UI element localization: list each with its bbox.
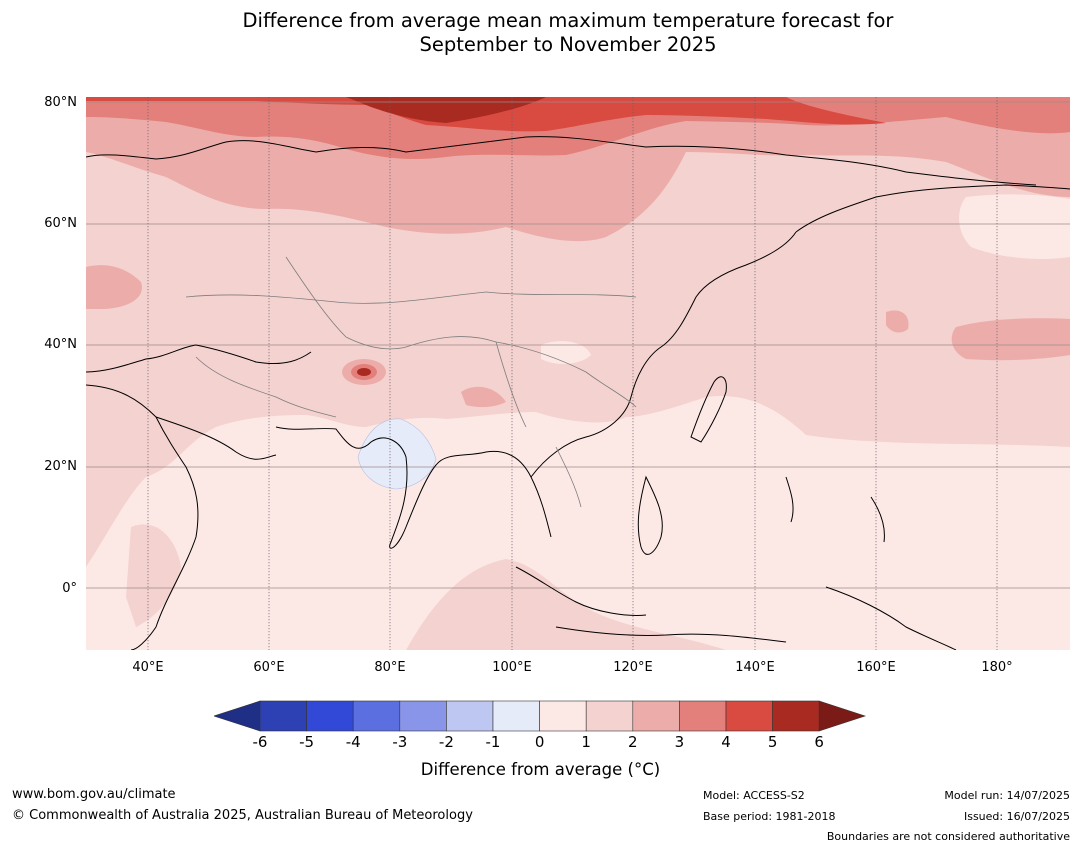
lon-label-60e: 60°E	[253, 660, 285, 675]
lon-label-180: 180°	[981, 660, 1013, 675]
legend-tick-label: -5	[299, 733, 315, 751]
anomaly-fill-neg-india	[357, 418, 437, 490]
forecast-map	[86, 97, 1070, 650]
colorbar-segment	[492, 700, 540, 732]
title-line-2: September to November 2025	[419, 33, 717, 56]
colorbar-segment	[772, 700, 820, 732]
title-line-1: Difference from average mean maximum tem…	[242, 9, 894, 32]
legend-tick-label: -4	[345, 733, 361, 751]
lat-label-0: 0°	[62, 581, 77, 596]
legend-title: Difference from average (°C)	[420, 760, 661, 779]
map-svg	[86, 97, 1070, 650]
footer-url[interactable]: www.bom.gov.au/climate	[12, 787, 176, 802]
lon-label-80e: 80°E	[374, 660, 406, 675]
anomaly-patch-pale	[959, 194, 1070, 259]
footer-model-run: Model run: 14/07/2025	[944, 789, 1070, 802]
colorbar-extend-high	[818, 700, 866, 732]
anomaly-fill-1-2-south	[406, 559, 726, 650]
colorbar-segment	[399, 700, 447, 732]
colorbar-segment	[679, 700, 727, 732]
lon-label-120e: 120°E	[613, 660, 653, 675]
lat-label-40n: 40°N	[44, 337, 77, 352]
lat-label-20n: 20°N	[44, 459, 77, 474]
legend-tick-label: -3	[392, 733, 408, 751]
coastlines	[86, 136, 1070, 650]
hotspot-inner	[357, 368, 371, 376]
colorbar-extend-low	[214, 700, 261, 732]
country-borders	[185, 256, 637, 508]
lon-label-140e: 140°E	[735, 660, 775, 675]
graticule-parallels	[86, 101, 1070, 589]
anomaly-fill-1-2-africa	[126, 524, 181, 627]
footer-copyright: © Commonwealth of Australia 2025, Austra…	[12, 808, 473, 823]
legend-colorbar	[214, 700, 866, 732]
anomaly-fill-2-3-himalaya	[461, 386, 506, 408]
legend-tick-label: 4	[721, 733, 731, 751]
anomaly-fill-2-3-west	[86, 265, 142, 309]
legend-tick-label: -6	[252, 733, 268, 751]
legend-tick-label: -1	[485, 733, 501, 751]
legend-tick-label: 3	[674, 733, 685, 751]
legend-tick-label: 0	[534, 733, 545, 751]
legend-tick-label: -2	[438, 733, 454, 751]
lon-label-100e: 100°E	[492, 660, 532, 675]
colorbar-segment	[259, 700, 307, 732]
colorbar-segment	[539, 700, 587, 732]
lat-label-80n: 80°N	[44, 95, 77, 110]
colorbar-segment	[632, 700, 680, 732]
graticule-meridians	[147, 97, 998, 650]
lon-label-160e: 160°E	[856, 660, 896, 675]
legend-tick-label: 2	[628, 733, 638, 751]
colorbar-segment	[352, 700, 401, 732]
footer-model: Model: ACCESS-S2	[703, 789, 805, 802]
colorbar-segment	[585, 700, 634, 732]
colorbar-segment	[306, 700, 354, 732]
legend-tick-label: 6	[814, 733, 824, 751]
footer-issued: Issued: 16/07/2025	[963, 810, 1070, 823]
map-title: Difference from average mean maximum tem…	[0, 9, 1081, 57]
anomaly-fill-2-3-pacific	[951, 318, 1070, 361]
footer-base-period: Base period: 1981-2018	[703, 810, 836, 823]
colorbar-segment	[446, 700, 494, 732]
anomaly-patch-pale-china	[541, 341, 591, 364]
anomaly-fill-5-6	[346, 97, 546, 123]
legend-tick-label: 1	[581, 733, 591, 751]
legend-tick-label: 5	[767, 733, 778, 751]
footer-boundaries: Boundaries are not considered authoritat…	[826, 830, 1070, 843]
anomaly-fill-2-3-islet	[886, 310, 909, 333]
lon-label-40e: 40°E	[132, 660, 164, 675]
colorbar-segment	[725, 700, 773, 732]
lat-label-60n: 60°N	[44, 216, 77, 231]
